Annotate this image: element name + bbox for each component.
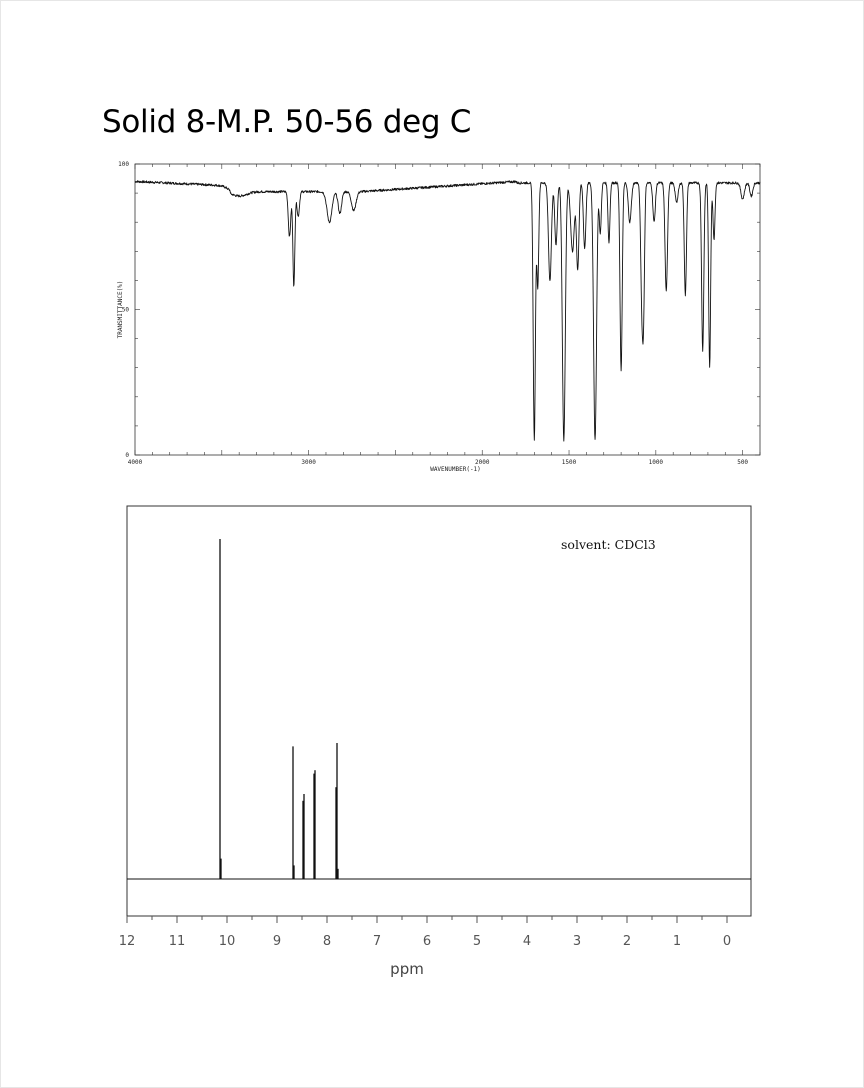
ir-x-tick-label: 1500	[562, 459, 577, 466]
page-title: Solid 8-M.P. 50-56 deg C	[102, 104, 472, 140]
nmr-x-tick-label: 8	[323, 934, 331, 949]
nmr-x-tick-label: 3	[573, 934, 581, 949]
ir-y-axis-label: TRANSMITTANCE(%)	[117, 281, 124, 339]
nmr-x-tick-label: 1	[673, 934, 681, 949]
nmr-x-tick-label: 4	[523, 934, 531, 949]
ir-x-tick-label: 500	[737, 459, 748, 466]
nmr-x-axis-label: ppm	[390, 960, 424, 978]
ir-y-tick-label: 100	[118, 161, 129, 168]
nmr-x-tick-label: 0	[723, 934, 731, 949]
ir-x-tick-label: 2000	[475, 459, 490, 466]
nmr-solvent-annotation: solvent: CDCl3	[561, 537, 656, 552]
ir-x-tick-label: 1000	[649, 459, 664, 466]
ir-transmittance-line	[134, 180, 761, 442]
nmr-plot-frame	[126, 505, 752, 917]
nmr-x-tick-label: 6	[423, 934, 431, 949]
nmr-x-tick-label: 10	[219, 934, 236, 949]
nmr-x-tick-label: 12	[119, 934, 136, 949]
ir-x-tick-label: 4000	[128, 459, 143, 466]
nmr-x-tick-label: 2	[623, 934, 631, 949]
nmr-x-tick-label: 9	[273, 934, 281, 949]
ir-y-tick-label: 50	[122, 307, 130, 314]
nmr-x-tick-label: 5	[473, 934, 481, 949]
ir-y-tick-label: 0	[125, 452, 129, 459]
ir-x-axis-label: WAVENUMBER(-1)	[430, 466, 481, 473]
nmr-x-tick-label: 7	[373, 934, 381, 949]
ir-x-tick-label: 3000	[301, 459, 316, 466]
nmr-x-tick-label: 11	[169, 934, 186, 949]
